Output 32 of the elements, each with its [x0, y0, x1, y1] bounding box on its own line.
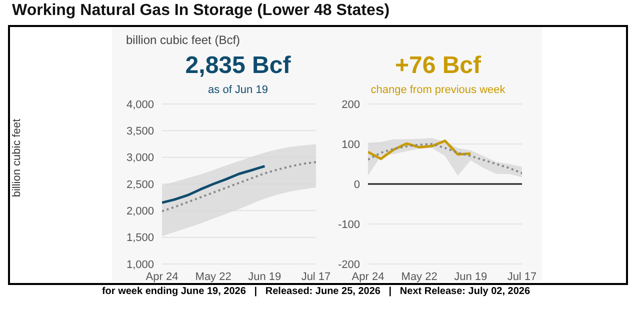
- chart-title: Working Natural Gas In Storage (Lower 48 States): [12, 2, 390, 20]
- y-tick-label: 1,000: [126, 258, 154, 271]
- y-tick-label: 0: [354, 178, 360, 191]
- y-tick-label: 3,500: [126, 126, 154, 138]
- x-tick-label: Jul 17: [507, 270, 537, 283]
- line-series: [162, 161, 316, 212]
- text: 2,835 Bcf: [184, 52, 292, 80]
- chart-title: +76 Bcf: [394, 52, 482, 80]
- line-series: [368, 143, 522, 174]
- text: billion cubic feet (Bcf): [126, 33, 240, 47]
- y-tick-label: -100: [338, 218, 360, 231]
- y-tick-label: 200: [342, 98, 360, 111]
- y-tick-label: 100: [342, 138, 360, 151]
- x-tick-label: Jun 19: [248, 270, 282, 283]
- y-axis-title: billion cubic feet: [11, 118, 23, 200]
- y-tick-label: 3,000: [126, 152, 154, 164]
- y-tick-label: 4,000: [126, 98, 154, 111]
- text: as of Jun 19: [207, 84, 269, 96]
- x-tick-label: May 22: [195, 270, 232, 283]
- x-tick-label: Jul 17: [301, 270, 331, 283]
- x-tick-label: Apr 24: [352, 270, 384, 283]
- line-series: [368, 140, 472, 160]
- y-tick-label: 2,500: [126, 178, 154, 191]
- chart-subtitle: change from previous week: [370, 84, 506, 96]
- y-tick-label: 2,000: [126, 206, 154, 218]
- x-tick-label: Jun 19: [454, 270, 488, 283]
- x-tick-label: May 22: [401, 270, 438, 283]
- y-tick-label: -200: [338, 258, 360, 271]
- x-tick-label: Apr 24: [146, 270, 178, 283]
- y-tick-label: 1,500: [126, 232, 154, 244]
- text: for week ending June 19, 2026 | Released: June 25, 2026 | Next Release: July 02, 2026: [100, 286, 532, 297]
- line-series: [162, 164, 266, 204]
